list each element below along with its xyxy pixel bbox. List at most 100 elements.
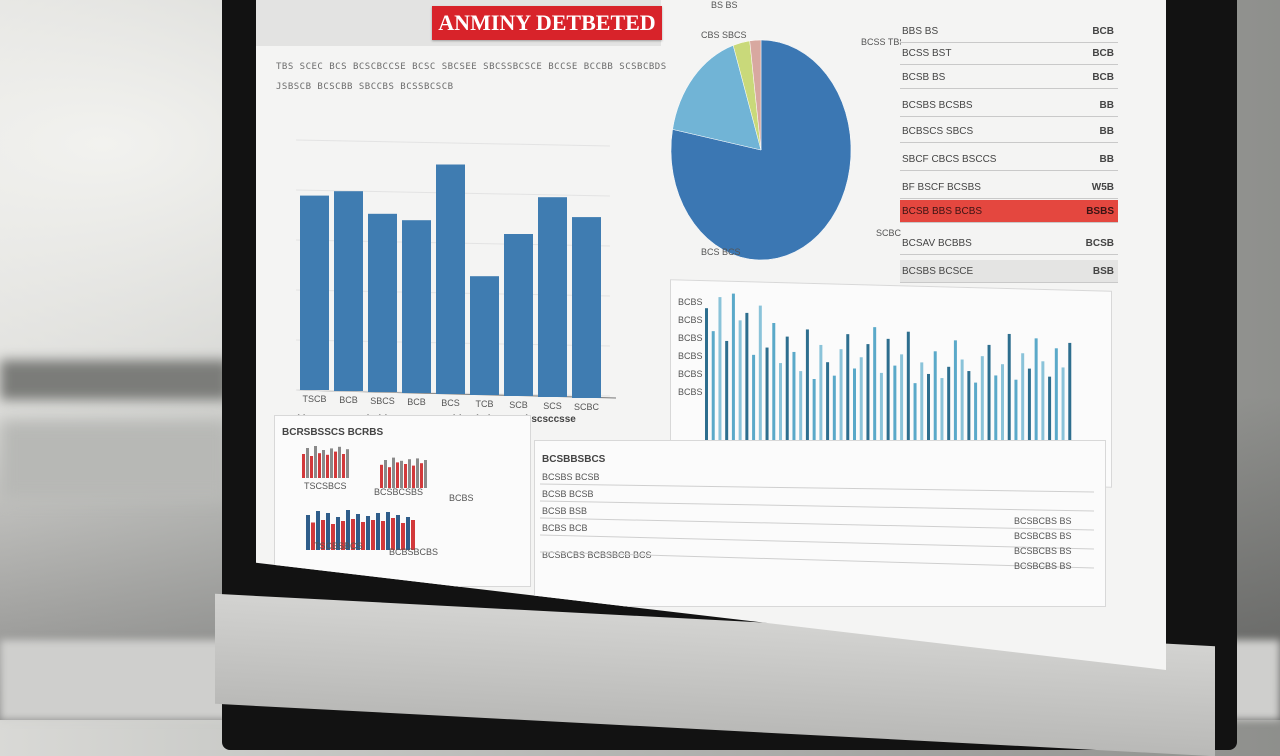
bar-category-label: SCBC: [574, 402, 600, 412]
log-right-value: BCSBCBS BS: [1014, 516, 1072, 526]
bar-category-label: BCS: [441, 398, 460, 408]
timeseries-bar: [731, 293, 735, 446]
timeseries-bar: [779, 363, 782, 447]
mini-chart-label: BCBS: [449, 493, 474, 503]
pie-chart: BS BS CBS SBCS BCSS TBS SCBCSBS BBS BCS BCS: [670, 0, 901, 261]
mini-bar: [318, 453, 321, 478]
stats-key: BCBSCS SBCS: [902, 125, 974, 137]
timeseries-bar: [846, 334, 850, 449]
mini-bar: [326, 513, 330, 550]
timeseries-bar: [1021, 353, 1025, 453]
mini-bar: [391, 518, 395, 550]
log-line: BCSB BSB: [542, 506, 587, 516]
mini-bar: [346, 510, 350, 550]
timeseries-bar: [745, 312, 749, 446]
mini-chart-label: TSCSBCS: [304, 481, 347, 491]
mini-bar: [424, 460, 427, 488]
stats-key: BCSB BS: [902, 71, 946, 83]
anomaly-alert-banner[interactable]: ANMINY DETBETED: [432, 6, 662, 40]
timeseries-bar: [1054, 348, 1058, 453]
summary-line-2: JSBSCB BCSCBB SBCCBS BCSSBCSCB: [276, 82, 454, 92]
mini-bar: [388, 467, 391, 488]
mini-bar: [321, 520, 325, 550]
mini-chart-label: BCBSBCBS: [389, 547, 438, 557]
bar: [402, 220, 431, 393]
stats-value: W5B: [1091, 181, 1114, 193]
mini-bar: [330, 448, 333, 478]
mini-bar: [384, 460, 387, 488]
timeseries-bar: [873, 327, 877, 449]
mini-bar: [342, 454, 345, 478]
mini-bar: [396, 515, 400, 550]
stats-value: BSB: [1092, 265, 1114, 277]
mini-bar: [371, 520, 375, 550]
mini-bar: [314, 446, 317, 478]
timeseries-bar: [826, 362, 830, 448]
y-tick-label: BCBS: [678, 387, 703, 397]
timeseries-bar: [1007, 333, 1011, 452]
mini-bar: [341, 521, 345, 550]
mini-bar: [302, 454, 305, 478]
timeseries-bar: [859, 357, 863, 449]
mini-bar: [336, 517, 340, 550]
stats-key: BCSAV BCBBS: [902, 237, 972, 249]
log-right-value: BCSBCBS BS: [1014, 546, 1072, 556]
mini-bar: [306, 448, 309, 478]
timeseries-bar: [1027, 368, 1031, 453]
timeseries-bar: [1061, 367, 1065, 453]
background-shelf: [0, 420, 230, 500]
log-divider: [539, 483, 1095, 493]
y-tick-label: BCBS: [678, 369, 703, 379]
timeseries-chart: BCBSBCBSBCBSBCBSBCBSBCBSBCBCBCBCBCBCBCBC…: [678, 293, 1076, 472]
bar: [504, 234, 533, 396]
pie-label: BCS BCS: [701, 247, 741, 257]
stats-key: SBCF CBCS BSCCS: [902, 153, 997, 165]
timeseries-bar: [953, 340, 957, 451]
timeseries-bar: [718, 297, 722, 446]
timeseries-bar: [906, 331, 910, 450]
mini-bar: [380, 464, 383, 488]
timeseries-bar: [799, 371, 803, 448]
bar: [470, 276, 499, 395]
timeseries-bar: [711, 331, 715, 446]
mini-charts-title: BCRSBSSCS BCRBS: [282, 427, 383, 438]
bar: [572, 217, 601, 398]
mini-bar: [331, 524, 335, 550]
mini-bar: [351, 519, 355, 550]
timeseries-bar: [913, 383, 917, 450]
log-line: BCSBCBS BCBSBCB BCS: [542, 550, 652, 560]
bar: [538, 197, 567, 397]
timeseries-bar: [819, 344, 823, 448]
mini-bar: [356, 514, 360, 550]
mini-bar: [411, 520, 415, 550]
bar-category-label: TCB: [476, 399, 494, 409]
timeseries-bar: [900, 354, 904, 450]
mini-bar: [310, 456, 313, 478]
mini-chart-label: BCSBCSBS: [374, 487, 423, 497]
timeseries-bar: [812, 379, 816, 448]
stats-row: BCSB BS BCB: [900, 66, 1118, 89]
legend-entry: Nbscsccsse: [518, 414, 576, 425]
pie-label: BS BS: [711, 0, 738, 10]
bar-category-label: BCB: [407, 397, 426, 407]
bar: [300, 195, 329, 390]
timeseries-bar: [805, 329, 809, 448]
timeseries-bar: [886, 338, 890, 450]
stats-value: BB: [1099, 153, 1114, 165]
mini-bar: [392, 457, 395, 488]
log-right-value: BCSBCBS BS: [1014, 531, 1072, 541]
stats-value: BCB: [1092, 71, 1114, 83]
timeseries-bar: [893, 365, 897, 450]
bar-category-label: BCB: [339, 395, 358, 405]
bar: [334, 191, 363, 391]
pie-slice: [749, 39, 762, 151]
stats-row: BCBSCS SBCS BB: [900, 120, 1118, 143]
timeseries-bar: [758, 305, 762, 447]
y-tick-label: BCBS: [678, 315, 703, 325]
y-tick-label: BCBS: [678, 333, 703, 343]
timeseries-bar: [1001, 364, 1004, 452]
dashboard-screen: ANMINY DETBETED TBS SCEC BCS BCSCBCCSE B…: [256, 0, 1166, 670]
stats-row: BCSB BBS BCBS BSBS: [900, 200, 1118, 223]
stats-key: BCSBS BCSBS: [902, 99, 973, 111]
timeseries-bar: [927, 373, 930, 450]
